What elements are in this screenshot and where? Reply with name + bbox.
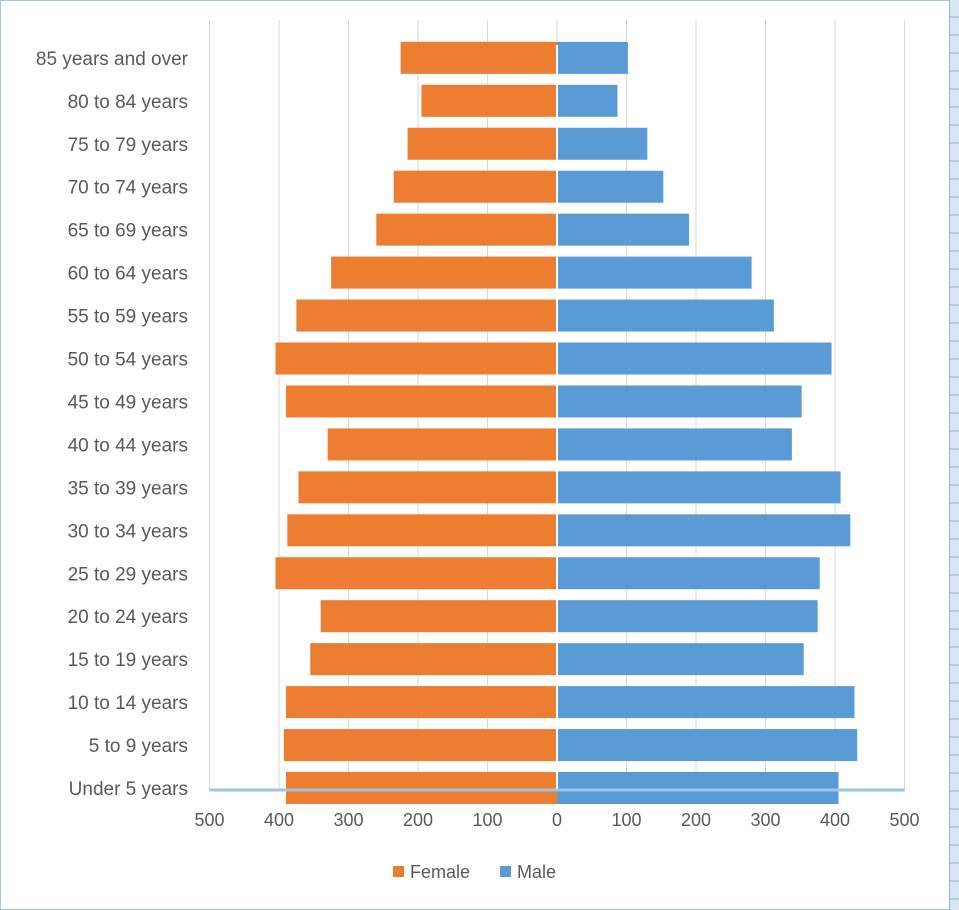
category-label: 65 to 69 years xyxy=(68,221,188,242)
tick-labels: 500 400 300 200 100 0 100 200 300 400 500 xyxy=(194,810,919,830)
bar-female xyxy=(400,41,557,74)
bar-female xyxy=(283,729,557,762)
category-label: 75 to 79 years xyxy=(68,135,188,156)
category-label: 85 years and over xyxy=(36,49,189,70)
x-tick-label: 300 xyxy=(333,810,363,830)
category-label: Under 5 years xyxy=(69,779,188,800)
x-tick-label: 100 xyxy=(472,810,502,830)
category-labels: Under 5 years 5 to 9 years 10 to 14 years 1… xyxy=(36,49,189,800)
category-label: 40 to 44 years xyxy=(68,435,188,456)
category-label: 25 to 29 years xyxy=(68,564,188,585)
category-label: 45 to 49 years xyxy=(68,392,188,413)
bar-male xyxy=(557,84,618,117)
legend-swatch-female xyxy=(393,866,404,877)
category-label: 35 to 39 years xyxy=(68,478,188,499)
bar-female xyxy=(331,256,557,289)
bar-female xyxy=(296,299,557,332)
window-edge xyxy=(949,0,959,910)
bar-female xyxy=(320,600,557,633)
bar-male xyxy=(557,428,792,461)
x-tick-label: 200 xyxy=(681,810,711,830)
bar-male xyxy=(557,342,832,375)
category-label: 55 to 59 years xyxy=(68,307,188,328)
bar-male xyxy=(557,557,820,590)
category-label: 50 to 54 years xyxy=(68,350,188,371)
bar-male xyxy=(557,471,841,504)
bar-female xyxy=(275,342,557,375)
bar-female xyxy=(275,557,557,590)
x-tick-label: 400 xyxy=(820,810,850,830)
category-label: 70 to 74 years xyxy=(68,178,188,199)
bar-male xyxy=(557,772,839,804)
bar-male xyxy=(557,41,628,74)
category-label: 20 to 24 years xyxy=(68,607,188,628)
x-tick-label: 100 xyxy=(611,810,641,830)
legend: Female Male xyxy=(393,862,556,882)
x-tick-label: 200 xyxy=(403,810,433,830)
bar-male xyxy=(557,600,818,633)
x-tick-label: 500 xyxy=(889,810,919,830)
bar-female xyxy=(285,772,557,804)
bar-male xyxy=(557,514,851,547)
bar-female xyxy=(393,170,557,203)
category-label: 15 to 19 years xyxy=(68,650,188,671)
category-label: 5 to 9 years xyxy=(89,736,188,757)
legend-label-male: Male xyxy=(517,862,556,882)
legend-swatch-male xyxy=(500,866,511,877)
bar-male xyxy=(557,256,752,289)
bar-female xyxy=(376,213,557,246)
bars xyxy=(275,41,858,804)
x-tick-label: 300 xyxy=(750,810,780,830)
bar-female xyxy=(285,686,557,719)
category-label: 80 to 84 years xyxy=(68,92,188,113)
bar-female xyxy=(298,471,557,504)
x-tick-label: 0 xyxy=(552,810,562,830)
x-tick-label: 400 xyxy=(264,810,294,830)
bar-male xyxy=(557,127,648,160)
bar-male xyxy=(557,686,855,719)
bar-female xyxy=(327,428,557,461)
category-label: 30 to 34 years xyxy=(68,521,188,542)
bar-male xyxy=(557,729,858,762)
bar-female xyxy=(421,84,557,117)
legend-label-female: Female xyxy=(410,862,470,882)
category-label: 10 to 14 years xyxy=(68,693,188,714)
bar-male xyxy=(557,385,802,418)
bar-male xyxy=(557,643,804,676)
x-tick-label: 500 xyxy=(194,810,224,830)
bar-male xyxy=(557,170,664,203)
bar-female xyxy=(407,127,557,160)
category-label: 60 to 64 years xyxy=(68,264,188,285)
bar-male xyxy=(557,299,774,332)
bar-female xyxy=(287,514,557,547)
bar-male xyxy=(557,213,690,246)
bar-female xyxy=(310,643,557,676)
bar-female xyxy=(285,385,557,418)
